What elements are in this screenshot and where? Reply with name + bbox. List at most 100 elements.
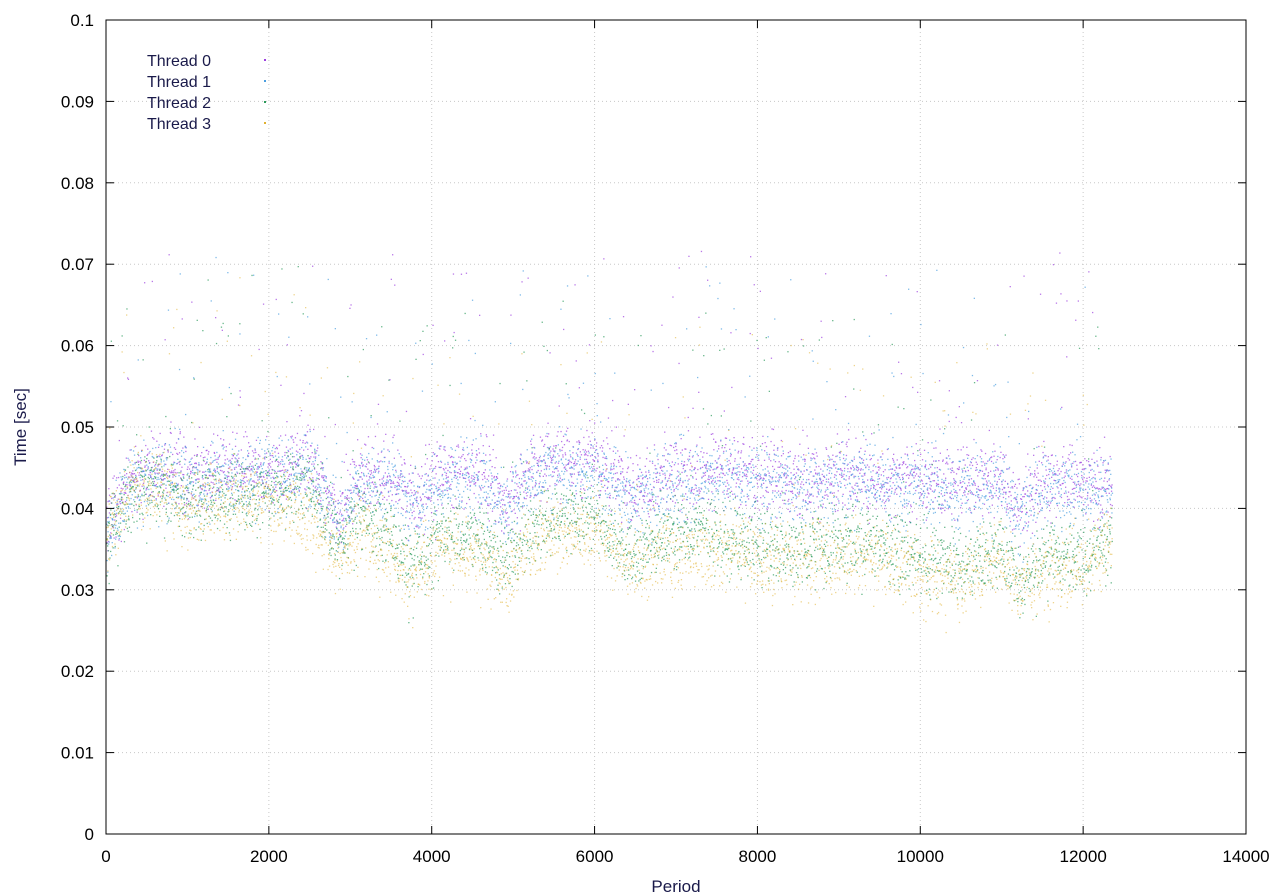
data-point	[323, 517, 325, 519]
data-point	[136, 496, 138, 498]
data-point	[483, 462, 485, 464]
data-point	[1097, 465, 1099, 467]
data-point	[128, 491, 131, 493]
data-point	[238, 465, 240, 467]
data-point	[421, 504, 423, 506]
data-point	[556, 466, 558, 468]
data-point	[669, 444, 671, 446]
data-point	[123, 492, 125, 494]
data-point	[562, 484, 564, 486]
data-point	[437, 499, 439, 501]
data-point	[171, 481, 173, 483]
data-point	[451, 478, 453, 480]
data-point	[290, 491, 292, 494]
data-point	[731, 386, 733, 389]
data-point	[1016, 501, 1018, 503]
data-point	[208, 451, 210, 453]
data-point	[690, 490, 692, 492]
data-point	[194, 438, 196, 440]
data-point	[624, 489, 626, 491]
data-point	[314, 448, 316, 450]
data-point	[592, 447, 594, 449]
data-point	[516, 523, 518, 525]
data-point	[1016, 487, 1018, 489]
data-point	[743, 436, 745, 439]
data-point	[671, 481, 673, 483]
data-point	[367, 487, 369, 490]
data-point	[1030, 472, 1032, 475]
data-point	[1018, 478, 1020, 480]
data-point	[424, 481, 426, 483]
data-point	[360, 476, 362, 478]
data-point	[1031, 532, 1034, 534]
data-point	[471, 299, 474, 301]
data-point	[241, 466, 243, 468]
data-point	[159, 496, 162, 498]
data-point	[181, 450, 183, 452]
data-point	[585, 463, 587, 465]
data-point	[752, 469, 755, 471]
data-point	[419, 496, 421, 498]
data-point	[685, 493, 687, 495]
data-point	[606, 487, 608, 489]
data-point	[793, 473, 795, 476]
data-point	[688, 490, 690, 492]
data-point	[558, 455, 560, 457]
data-point	[152, 456, 154, 458]
data-point	[275, 512, 277, 515]
data-point	[565, 458, 567, 460]
data-point	[442, 490, 444, 492]
data-point	[582, 382, 585, 384]
data-point	[937, 483, 939, 486]
data-point	[526, 495, 528, 497]
data-point	[672, 495, 674, 497]
data-point	[300, 410, 303, 412]
data-point	[687, 430, 690, 432]
data-point	[903, 461, 905, 463]
data-point	[377, 453, 379, 455]
data-point	[825, 481, 828, 483]
data-point	[268, 443, 270, 446]
data-point	[170, 421, 172, 423]
data-point	[405, 517, 407, 519]
data-point	[258, 465, 260, 468]
data-point	[1072, 487, 1075, 490]
data-point	[588, 436, 590, 438]
data-point	[917, 391, 919, 393]
data-point	[347, 500, 350, 502]
data-point	[463, 490, 465, 493]
data-point	[961, 512, 963, 514]
data-point	[425, 491, 427, 493]
data-point	[273, 444, 275, 447]
data-point	[275, 484, 277, 486]
data-point	[1093, 520, 1095, 522]
data-point	[648, 492, 651, 494]
data-point	[199, 426, 201, 428]
data-point	[1008, 468, 1010, 470]
data-point	[470, 461, 472, 463]
data-point	[980, 449, 982, 451]
data-point	[305, 458, 307, 460]
data-point	[763, 478, 765, 480]
data-point	[1064, 475, 1066, 477]
data-point	[779, 492, 782, 495]
data-point	[953, 478, 955, 480]
data-point	[464, 458, 466, 460]
data-point	[922, 501, 924, 503]
data-point	[409, 495, 411, 498]
data-point	[852, 465, 854, 467]
data-point	[755, 473, 757, 475]
data-point	[234, 457, 236, 459]
data-point	[1017, 508, 1019, 510]
data-point	[497, 491, 499, 493]
data-point	[173, 447, 176, 449]
data-point	[1083, 468, 1086, 470]
data-point	[1047, 484, 1049, 486]
data-point	[841, 441, 843, 443]
data-point	[763, 459, 766, 461]
data-point	[182, 513, 184, 515]
data-point	[707, 462, 709, 464]
data-point	[538, 485, 540, 488]
data-point	[902, 476, 904, 479]
data-point	[535, 480, 537, 482]
